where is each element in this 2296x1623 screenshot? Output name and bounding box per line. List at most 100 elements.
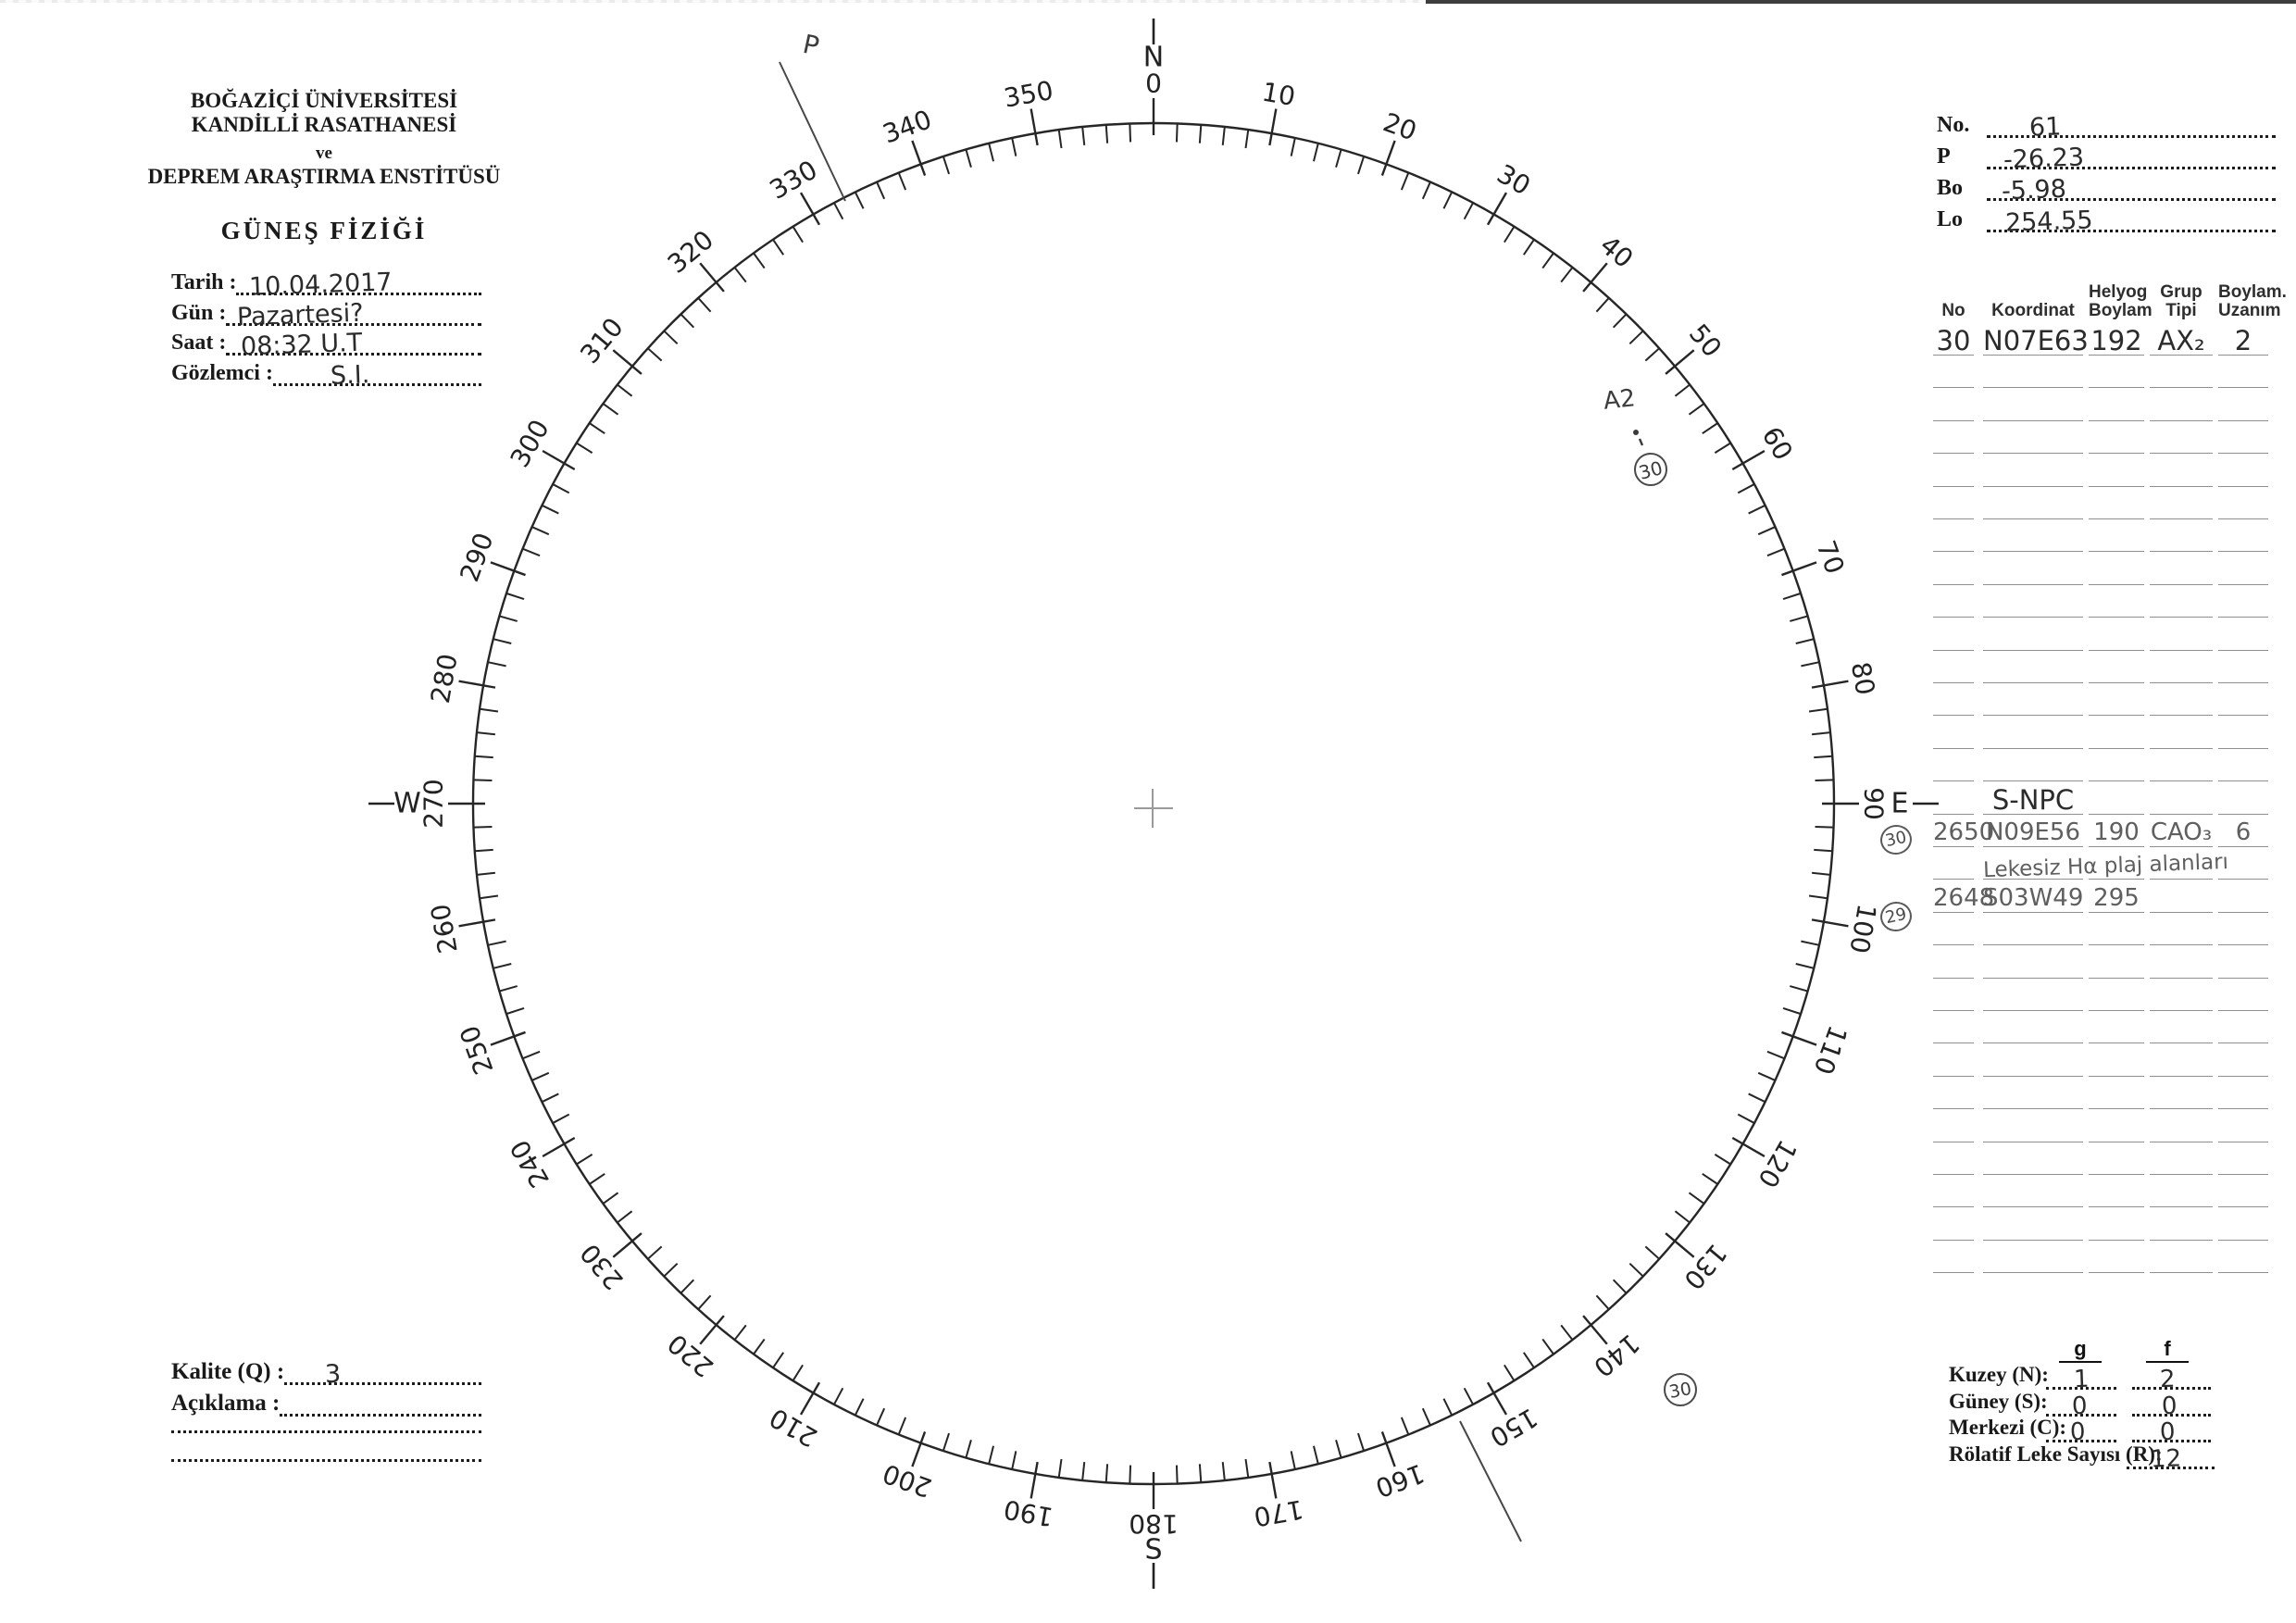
minor-tick-38 (1560, 267, 1574, 283)
table-row-11-line-1 (1983, 715, 2083, 717)
table-row-1-line-4 (2218, 387, 2268, 389)
group-number-upper: 30 (1637, 456, 1666, 484)
degree-label-100: 100 (1843, 902, 1882, 955)
table-row-7-line-4 (2218, 583, 2268, 585)
degree-label-170: 170 (1252, 1493, 1305, 1532)
description-row: Açıklama : (171, 1391, 481, 1417)
cardinal-e-label: E (1891, 788, 1909, 820)
table-cell-r0-c1: N07E63 (1983, 325, 2089, 356)
minor-tick-32 (1504, 226, 1516, 243)
table-row-17-line-3 (2150, 911, 2213, 913)
major-tick-280 (458, 680, 496, 689)
minor-tick-156 (1421, 1407, 1431, 1426)
p-axis-label: P (800, 29, 821, 62)
table-row-9-line-1 (1983, 649, 2083, 651)
ephemeris-no-line: 61 (1987, 112, 2276, 143)
table-row-3-line-1 (1983, 453, 2083, 455)
table-row-21-line-4 (2218, 1042, 2268, 1044)
minor-tick-166 (1313, 1445, 1319, 1465)
table-row-15-line-4 (2218, 846, 2268, 847)
table-row-19-line-1 (1983, 977, 2083, 979)
table-row-6-line-0 (1933, 551, 1974, 553)
major-tick-60 (1731, 449, 1766, 471)
minor-tick-146 (1522, 1352, 1535, 1368)
table-row-2-line-4 (2218, 419, 2268, 421)
minor-tick-232 (617, 1210, 633, 1224)
form-header: BOĞAZİÇİ ÜNİVERSİTESİ KANDİLLİ RASATHANE… (130, 89, 518, 245)
minor-tick-2 (1175, 123, 1179, 143)
minor-tick-338 (897, 172, 907, 191)
table-row-18-line-2 (2089, 944, 2144, 946)
table-row-16-line-1 (1983, 879, 2083, 880)
table-row-22-line-3 (2150, 1075, 2213, 1077)
minor-tick-98 (1808, 894, 1828, 900)
table-row-4-line-2 (2089, 485, 2144, 487)
minor-tick-266 (474, 848, 493, 853)
cardinal-s-label: S (1144, 1534, 1162, 1567)
description-extra-line-2 (171, 1459, 481, 1462)
minor-tick-292 (522, 547, 541, 557)
degree-label-300: 300 (505, 415, 555, 473)
counts-kuzey-f-line: 2 (2132, 1366, 2211, 1393)
table-row-0-line-3 (2150, 355, 2213, 356)
major-tick-30 (1486, 192, 1508, 226)
minor-tick-178 (1175, 1465, 1179, 1484)
major-tick-70 (1781, 561, 1817, 577)
table-row-3-line-4 (2218, 453, 2268, 455)
table-row-10-line-1 (1983, 682, 2083, 683)
minor-tick-258 (487, 940, 506, 946)
degree-label-60: 60 (1756, 421, 1799, 465)
table-cell-r15-c0: 2650 (1933, 818, 1995, 846)
table-row-3-line-3 (2150, 453, 2213, 455)
table-row-9-line-2 (2089, 649, 2144, 651)
minor-tick-212 (792, 1364, 804, 1381)
minor-tick-268 (473, 825, 493, 829)
degree-label-160: 160 (1371, 1457, 1429, 1503)
minor-tick-354 (1081, 126, 1086, 146)
p-axis-line-north (779, 61, 846, 202)
degree-label-220: 220 (662, 1328, 719, 1383)
minor-tick-148 (1504, 1364, 1516, 1381)
table-row-21-line-2 (2089, 1042, 2144, 1044)
minor-tick-28 (1463, 202, 1474, 220)
table-row-0-line-0 (1933, 355, 1974, 356)
table-row-9-line-3 (2150, 649, 2213, 651)
table-row-21-line-3 (2150, 1042, 2213, 1044)
table-row-7-line-1 (1983, 583, 2083, 585)
degree-label-330: 330 (765, 155, 823, 206)
ephemeris-bo-value: -5.98 (2001, 174, 2067, 206)
table-row-25-line-1 (1983, 1174, 2083, 1175)
table-row-3-line-0 (1933, 453, 1974, 455)
degree-label-70: 70 (1810, 537, 1850, 579)
table-row-26-line-2 (2089, 1206, 2144, 1208)
table-row-25-line-0 (1933, 1174, 1974, 1175)
table-cell-r15-c3: CAO₃ (2150, 818, 2213, 846)
table-cell-r17-c1: S03W49 (1983, 883, 2084, 912)
table-row-14-line-1 (1983, 813, 2083, 815)
table-row-16-line-4 (2218, 879, 2268, 880)
minor-tick-236 (589, 1172, 605, 1185)
major-tick-10 (1268, 108, 1278, 146)
major-tick-310 (612, 349, 643, 375)
degree-label-140: 140 (1588, 1328, 1645, 1383)
minor-tick-322 (733, 267, 747, 283)
degree-label-130: 130 (1678, 1238, 1733, 1295)
minor-tick-172 (1244, 1458, 1250, 1478)
table-row-28-line-4 (2218, 1272, 2268, 1274)
table-row-27-line-1 (1983, 1239, 2083, 1241)
ephemeris-row-lo: Lo 254.55 (1937, 206, 2276, 238)
degree-label-280: 280 (425, 652, 464, 705)
major-tick-100 (1811, 918, 1849, 928)
minor-tick-78 (1801, 661, 1820, 668)
minor-tick-62 (1737, 483, 1755, 494)
table-row-23-line-2 (2089, 1108, 2144, 1110)
quality-value: 3 (324, 1359, 342, 1390)
minor-tick-124 (1702, 1172, 1718, 1185)
minor-tick-26 (1442, 191, 1454, 209)
table-cell-r15-c2: 190 (2093, 818, 2140, 846)
table-row-0-line-1 (1983, 355, 2083, 356)
table-row-11-line-4 (2218, 715, 2268, 717)
table-row-28-line-2 (2089, 1272, 2144, 1274)
counts-relative-label-row: Rölatif Leke Sayısı (R): (1949, 1442, 2163, 1467)
counts-guney-f-line: 0 (2132, 1392, 2211, 1420)
